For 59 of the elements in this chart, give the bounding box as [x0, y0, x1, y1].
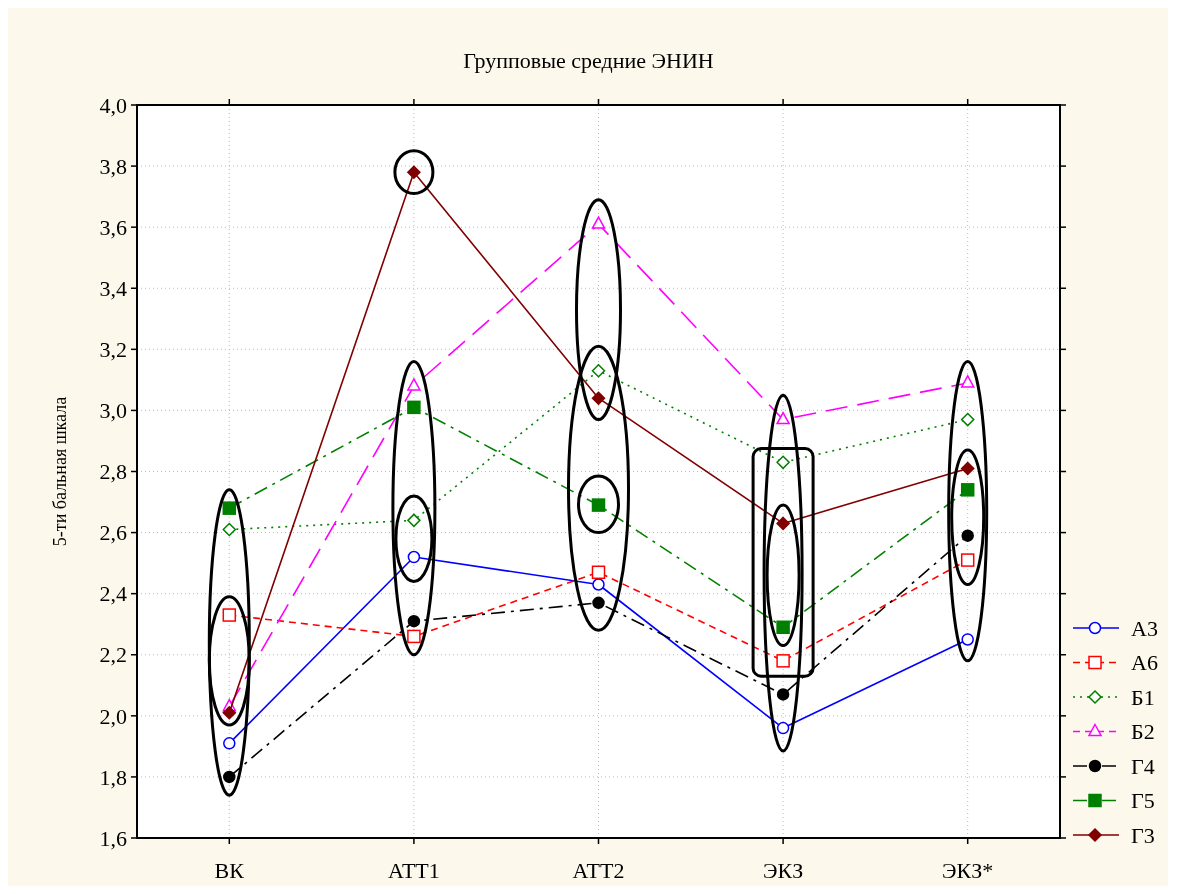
- legend-label: Г4: [1131, 753, 1155, 779]
- point: [592, 578, 605, 591]
- point: [222, 522, 237, 537]
- y-tick-label: 2,8: [99, 459, 127, 485]
- x-tick-label: АТТ2: [572, 858, 625, 883]
- legend-label: А6: [1131, 650, 1158, 676]
- chart-title: Групповые средние ЭНИН: [463, 48, 714, 73]
- y-axis-title: 5-ти бальная шкала: [50, 396, 70, 547]
- y-tick-label: 2,0: [99, 703, 127, 729]
- point: [776, 721, 790, 735]
- legend-label: Г3: [1131, 822, 1155, 848]
- point: [776, 688, 790, 701]
- y-tick-label: 3,6: [99, 214, 127, 240]
- y-tick-label: 4,0: [99, 92, 127, 118]
- point: [960, 412, 975, 427]
- point: [592, 596, 605, 610]
- point: [223, 737, 236, 750]
- y-tick-label: 3,8: [99, 153, 127, 179]
- legend-label: Г5: [1131, 788, 1155, 814]
- point: [591, 391, 606, 405]
- point: [591, 216, 606, 229]
- point: [591, 565, 606, 580]
- point: [776, 516, 790, 531]
- legend-label: А3: [1131, 615, 1158, 641]
- y-tick-label: 3,4: [99, 275, 127, 301]
- point: [776, 654, 790, 668]
- y-tick-label: 2,4: [99, 581, 127, 607]
- x-tick-label: АТТ1: [387, 858, 440, 883]
- y-tick-label: 1,6: [99, 825, 127, 851]
- point: [961, 529, 974, 542]
- point: [591, 363, 606, 378]
- point: [961, 633, 974, 646]
- x-tick-label: ЭКЗ*: [942, 858, 994, 883]
- point: [776, 411, 790, 425]
- point: [222, 501, 237, 515]
- point: [776, 620, 790, 635]
- x-tick-label: ЭКЗ: [762, 858, 804, 883]
- point: [407, 513, 421, 528]
- point: [407, 550, 421, 564]
- point: [222, 706, 237, 720]
- y-tick-label: 3,0: [99, 398, 127, 424]
- y-tick-label: 2,2: [99, 642, 127, 668]
- y-tick-label: 3,2: [99, 337, 127, 363]
- point: [407, 400, 421, 415]
- point: [407, 378, 421, 391]
- point: [960, 461, 975, 476]
- point: [223, 770, 236, 784]
- x-tick-label: ВК: [214, 858, 245, 883]
- point: [776, 455, 790, 470]
- point: [222, 608, 237, 622]
- y-tick-label: 1,8: [99, 764, 127, 790]
- legend-label: Б2: [1131, 719, 1155, 745]
- y-tick-label: 2,6: [99, 520, 127, 546]
- point: [960, 553, 975, 567]
- legend-label: Б1: [1131, 684, 1155, 710]
- point: [960, 483, 975, 497]
- point: [407, 629, 421, 644]
- point: [960, 375, 975, 388]
- point: [407, 614, 421, 628]
